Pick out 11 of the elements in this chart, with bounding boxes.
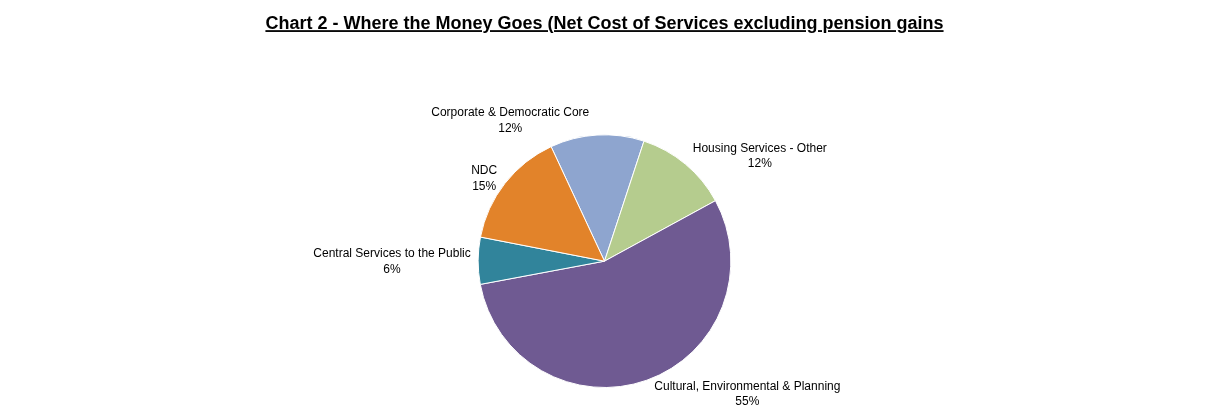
data-label: 12% xyxy=(498,121,523,136)
slice-label: Cultural, Environmental & Planning xyxy=(654,378,841,393)
chart-title: Chart 2 - Where the Money Goes (Net Cost of Services excluding pension gains xyxy=(265,13,944,34)
slice-label: Central Services to the Public xyxy=(313,245,471,260)
slice-label: Corporate & Democratic Core xyxy=(431,105,590,120)
data-label: 6% xyxy=(383,261,402,276)
data-label: 15% xyxy=(472,178,497,193)
data-label: 12% xyxy=(747,156,773,171)
slice-label: NDC xyxy=(471,162,498,177)
data-label: 55% xyxy=(735,394,760,409)
slice-label: Housing Services - Other xyxy=(692,140,827,155)
